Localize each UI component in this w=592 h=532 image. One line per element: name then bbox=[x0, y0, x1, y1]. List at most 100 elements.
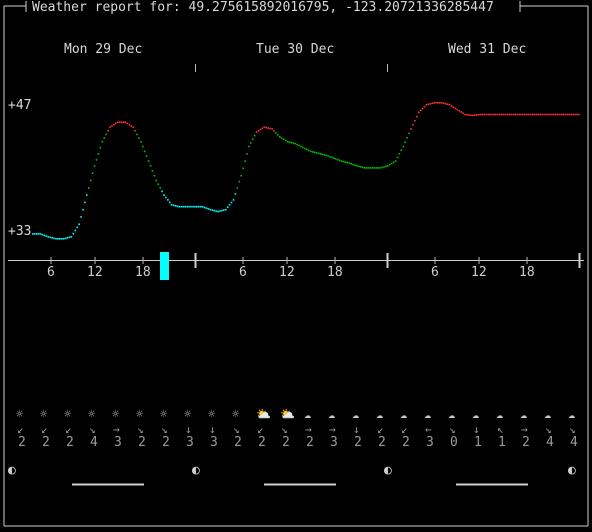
temperature-point bbox=[101, 140, 104, 143]
current-time-marker bbox=[160, 252, 169, 280]
temperature-point bbox=[178, 205, 181, 208]
temperature-point bbox=[479, 113, 482, 116]
temperature-point bbox=[194, 205, 196, 208]
temperature-point bbox=[410, 128, 412, 130]
temperature-point bbox=[151, 170, 154, 172]
temperature-point bbox=[74, 229, 77, 232]
temperature-point bbox=[240, 174, 242, 177]
temperature-point bbox=[491, 113, 493, 116]
temperature-point bbox=[518, 113, 520, 116]
temperature-point bbox=[55, 238, 57, 240]
temperature-point bbox=[86, 194, 88, 196]
temperature-point bbox=[313, 151, 316, 154]
temperature-point bbox=[124, 121, 127, 123]
temperature-point bbox=[315, 152, 318, 154]
wind-direction-arrow: ↘ bbox=[449, 423, 456, 436]
temperature-point bbox=[444, 103, 447, 105]
temperature-point bbox=[504, 113, 507, 116]
wind-direction-arrow: → bbox=[521, 423, 528, 436]
wind-speed: 2 bbox=[258, 435, 266, 450]
temperature-point bbox=[70, 236, 73, 238]
temperature-point bbox=[300, 145, 302, 148]
temperature-point bbox=[360, 166, 362, 168]
temperature-point bbox=[329, 155, 331, 158]
temperature-point bbox=[456, 108, 459, 111]
temperature-point bbox=[197, 205, 200, 208]
sun-icon: ☼ bbox=[232, 407, 240, 421]
temperature-point bbox=[356, 165, 358, 167]
temperature-point bbox=[284, 139, 287, 142]
temperature-point bbox=[288, 141, 291, 143]
moon-phase-icon: ◐ bbox=[192, 463, 200, 478]
temperature-point bbox=[39, 233, 42, 235]
sun-icon: ☼ bbox=[184, 407, 192, 421]
temperature-point bbox=[564, 113, 567, 116]
cloud-icon: ☁ bbox=[520, 407, 528, 421]
temperature-point bbox=[184, 205, 186, 208]
temperature-point bbox=[493, 113, 495, 116]
temperature-point bbox=[78, 223, 80, 225]
temperature-point bbox=[170, 204, 173, 206]
temperature-point bbox=[549, 113, 551, 116]
temperature-point bbox=[130, 125, 132, 127]
temperature-point bbox=[489, 113, 491, 116]
wind-direction-arrow: ↙ bbox=[257, 423, 264, 436]
temperature-point bbox=[109, 126, 111, 128]
temperature-point bbox=[209, 208, 212, 211]
temperature-point bbox=[230, 201, 233, 204]
wind-speed: 0 bbox=[450, 435, 458, 450]
wind-speed: 3 bbox=[114, 435, 122, 450]
temperature-point bbox=[527, 113, 530, 116]
temperature-point bbox=[103, 137, 105, 139]
temperature-point bbox=[60, 238, 63, 240]
temperature-point bbox=[263, 126, 266, 128]
temperature-point bbox=[275, 132, 277, 134]
temperature-point bbox=[159, 187, 161, 189]
temperature-point bbox=[279, 136, 281, 138]
temperature-point bbox=[238, 180, 241, 183]
temperature-point bbox=[556, 113, 559, 116]
temperature-point bbox=[352, 163, 354, 166]
temperature-point bbox=[82, 208, 84, 211]
temperature-point bbox=[578, 113, 580, 116]
temperature-point bbox=[421, 107, 424, 110]
cloud-icon: ☁ bbox=[352, 407, 360, 421]
temperature-point bbox=[354, 164, 356, 166]
wind-direction-arrow: ↓ bbox=[209, 423, 216, 436]
temperature-point bbox=[458, 110, 460, 112]
temperature-point bbox=[43, 234, 46, 237]
temperature-point bbox=[246, 153, 248, 155]
temperature-point bbox=[398, 153, 401, 155]
temperature-point bbox=[325, 154, 327, 157]
temperature-point bbox=[431, 102, 433, 105]
temperature-point bbox=[408, 132, 410, 135]
temperature-point bbox=[473, 114, 476, 116]
wind-direction-arrow: ↖ bbox=[497, 423, 504, 436]
temperature-point bbox=[252, 138, 254, 140]
temperature-point bbox=[485, 113, 488, 116]
temperature-point bbox=[128, 123, 131, 126]
temperature-point bbox=[412, 124, 414, 126]
temperature-point bbox=[196, 205, 198, 208]
moon-phase-icon: ◐ bbox=[8, 463, 16, 478]
temperature-point bbox=[105, 133, 107, 136]
temperature-point bbox=[392, 161, 395, 164]
cloud-icon: ☁ bbox=[448, 407, 456, 421]
temperature-point bbox=[59, 238, 61, 240]
temperature-point bbox=[213, 209, 215, 212]
temperature-point bbox=[201, 205, 204, 208]
wind-direction-arrow: ↙ bbox=[17, 423, 24, 436]
temperature-point bbox=[232, 199, 235, 201]
temperature-point bbox=[122, 121, 125, 123]
temperature-point bbox=[334, 158, 337, 160]
temperature-point bbox=[296, 143, 298, 146]
temperature-point bbox=[406, 137, 408, 139]
temperature-point bbox=[118, 121, 121, 123]
temperature-point bbox=[172, 204, 175, 207]
day-label-tue: Tue 30 Dec bbox=[256, 42, 335, 57]
temperature-point bbox=[526, 113, 528, 116]
wind-direction-arrow: ↘ bbox=[161, 423, 168, 436]
temperature-point bbox=[576, 113, 578, 116]
temperature-point bbox=[381, 166, 383, 169]
temperature-point bbox=[348, 162, 351, 164]
